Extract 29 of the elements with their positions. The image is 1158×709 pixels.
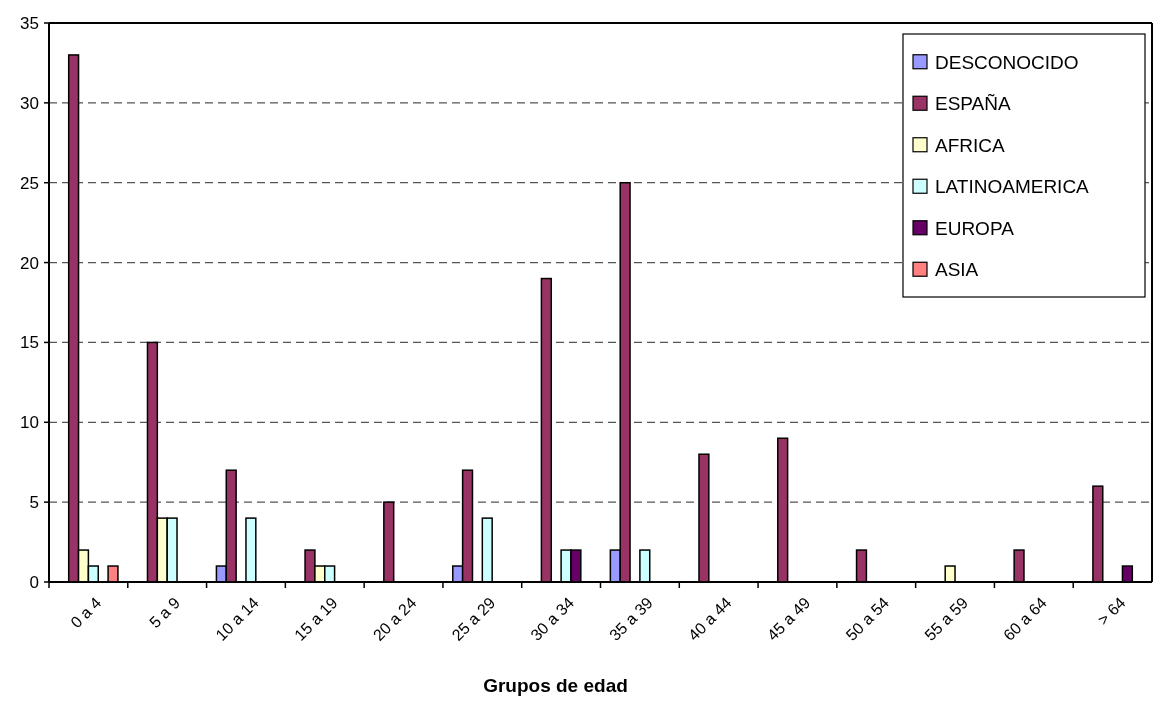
legend-label: EUROPA bbox=[935, 217, 1015, 239]
x-tick-label: 50 a 54 bbox=[842, 593, 893, 644]
x-tick-label: 40 a 44 bbox=[684, 593, 735, 644]
y-tick-label: 20 bbox=[20, 253, 39, 273]
x-tick-label: 0 a 4 bbox=[67, 593, 105, 632]
y-tick-label: 25 bbox=[20, 173, 39, 193]
x-tick-label: 30 a 34 bbox=[527, 593, 578, 644]
y-tick-label: 30 bbox=[20, 93, 39, 113]
x-tick-label: 60 a 64 bbox=[1000, 593, 1050, 644]
x-tick-label: 20 a 24 bbox=[369, 593, 420, 644]
x-tick-label: > 64 bbox=[1094, 593, 1129, 629]
x-axis-title: Grupos de edad bbox=[483, 675, 628, 696]
x-tick-label: 45 a 49 bbox=[763, 593, 814, 644]
x-tick-label: 25 a 29 bbox=[448, 593, 499, 644]
legend-label: DESCONOCIDO bbox=[935, 51, 1079, 73]
y-tick-label: 5 bbox=[29, 493, 39, 513]
legend-label: ASIA bbox=[935, 259, 979, 281]
x-tick-label: 35 a 39 bbox=[606, 593, 656, 644]
legend-label: AFRICA bbox=[935, 134, 1005, 156]
y-tick-label: 15 bbox=[20, 333, 39, 353]
x-tick-label: 5 a 9 bbox=[146, 593, 184, 632]
y-tick-label: 35 bbox=[20, 13, 39, 33]
legend-label: ESPAÑA bbox=[935, 93, 1011, 115]
x-tick-label: 15 a 19 bbox=[291, 593, 341, 644]
legend-label: LATINOAMERICA bbox=[935, 176, 1090, 198]
x-tick-label: 55 a 59 bbox=[921, 593, 972, 644]
x-tick-label: 10 a 14 bbox=[212, 593, 263, 644]
y-tick-label: 0 bbox=[29, 572, 39, 592]
y-tick-label: 10 bbox=[20, 413, 39, 433]
